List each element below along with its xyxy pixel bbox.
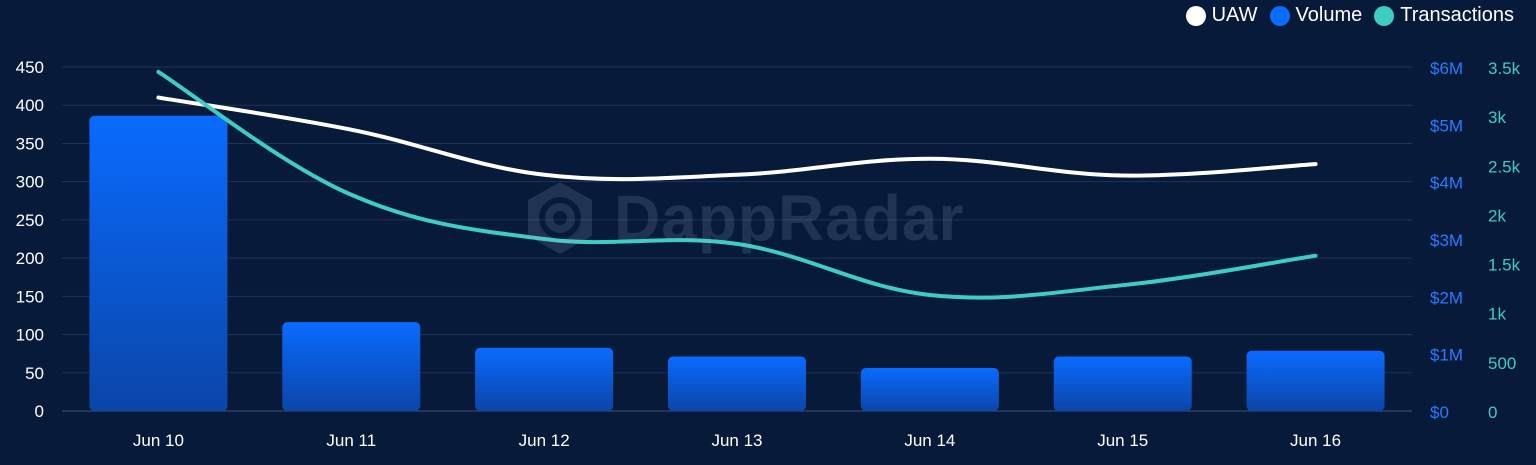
transactions-axis-tick-label: 500: [1488, 354, 1516, 373]
left-axis-tick-label: 400: [16, 96, 44, 115]
volume-axis-tick-label: $2M: [1430, 288, 1463, 307]
left-axis-tick-label: 450: [16, 58, 44, 77]
left-axis-tick-label: 200: [16, 249, 44, 268]
legend: UAW Volume Transactions: [1185, 4, 1514, 27]
uaw-series-line: [156, 95, 1318, 182]
volume-axis-tick-label: $6M: [1430, 59, 1463, 78]
dappradar-logo-icon: [528, 182, 592, 254]
left-axis-tick-label: 350: [16, 134, 44, 153]
watermark: DappRadar: [520, 178, 964, 258]
volume-bar: [89, 115, 228, 411]
legend-label-transactions: Transactions: [1400, 4, 1514, 26]
left-axis-tick-label: 150: [16, 287, 44, 306]
legend-dot-uaw: [1185, 5, 1206, 26]
x-axis-tick-label: Jun 10: [133, 431, 184, 450]
legend-dot-transactions: [1374, 5, 1395, 26]
transactions-axis-tick-label: 2k: [1488, 206, 1506, 225]
left-axis-tick-label: 250: [16, 211, 44, 230]
transactions-axis-tick-label: 1k: [1488, 305, 1506, 324]
line-layer: [156, 69, 1318, 300]
transactions-axis-tick-label: 0: [1488, 403, 1497, 422]
volume-axis-tick-label: $1M: [1430, 346, 1463, 365]
transactions-axis-tick-label: 3.5k: [1488, 59, 1521, 78]
x-axis-tick-label: Jun 16: [1290, 431, 1341, 450]
bar-layer: [89, 115, 1385, 411]
legend-label-uaw: UAW: [1211, 4, 1258, 26]
x-axis-tick-label: Jun 12: [519, 431, 570, 450]
transactions-axis-tick-label: 3k: [1488, 108, 1506, 127]
left-axis-tick-label: 50: [25, 364, 44, 383]
volume-axis-tick-label: $5M: [1430, 116, 1463, 135]
volume-axis-tick-label: $0: [1430, 403, 1449, 422]
legend-item-volume[interactable]: Volume: [1269, 4, 1363, 27]
legend-label-volume: Volume: [1295, 4, 1363, 26]
volume-bar: [1053, 356, 1192, 411]
transactions-axis-tick-label: 1.5k: [1488, 256, 1521, 275]
x-axis-tick-label: Jun 15: [1097, 431, 1148, 450]
volume-bar: [475, 347, 614, 411]
legend-item-uaw[interactable]: UAW: [1185, 4, 1258, 27]
volume-axis-tick-label: $4M: [1430, 174, 1463, 193]
left-axis-tick-label: 0: [35, 402, 44, 421]
transactions-series-line: [156, 69, 1318, 300]
volume-bar: [668, 356, 806, 411]
volume-bar: [1246, 350, 1385, 411]
legend-dot-volume: [1269, 5, 1290, 26]
left-axis-tick-label: 100: [16, 326, 44, 345]
legend-item-transactions[interactable]: Transactions: [1374, 4, 1514, 27]
volume-axis-tick-label: $3M: [1430, 231, 1463, 250]
x-axis-tick-label: Jun 11: [326, 431, 376, 450]
axis-layer: 0 50 100 150 200 250 300 350 400 450 $0 $1M $2M $3M $4…: [16, 58, 1521, 450]
x-axis-tick-label: Jun 14: [904, 431, 955, 450]
left-axis-tick-label: 300: [16, 173, 44, 192]
transactions-axis-tick-label: 2.5k: [1488, 157, 1521, 176]
watermark-text: DappRadar: [614, 182, 965, 254]
x-axis-tick-label: Jun 13: [711, 431, 762, 450]
volume-bar: [282, 322, 421, 411]
volume-bar: [860, 368, 999, 411]
